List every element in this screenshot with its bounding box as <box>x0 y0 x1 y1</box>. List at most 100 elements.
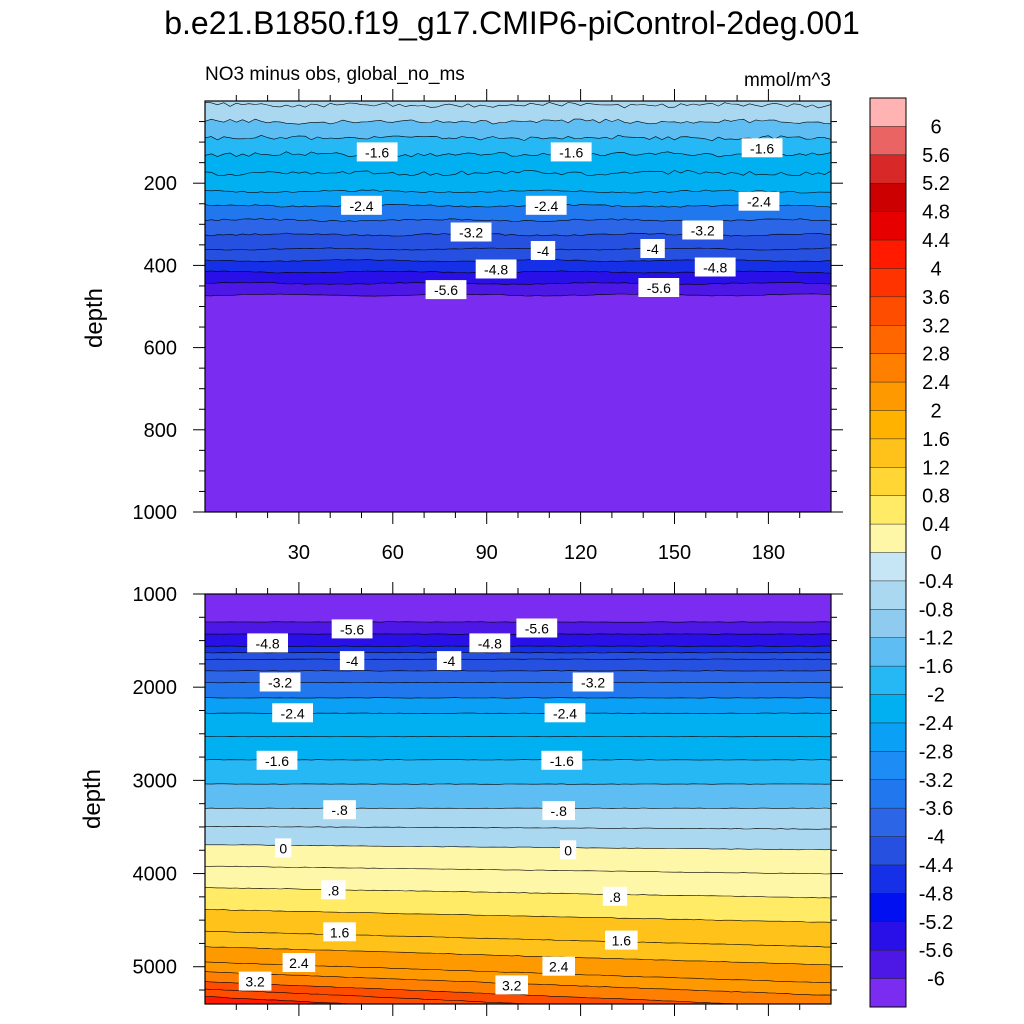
contour-line <box>205 102 831 109</box>
contour-band <box>205 247 831 262</box>
colorbar-tick-label: 3.2 <box>922 315 950 337</box>
contour-label-background <box>436 651 462 671</box>
contour-label: 0 <box>560 840 577 860</box>
contour-label-background <box>525 195 567 215</box>
contour-label-text: .8 <box>327 882 339 898</box>
contour-label-text: -.8 <box>331 802 348 818</box>
contour-label-text: -4.8 <box>703 260 727 276</box>
contour-band <box>205 102 831 125</box>
contour-label: -1.6 <box>256 750 298 770</box>
y-tick-label: 400 <box>144 255 177 277</box>
colorbar-box <box>870 211 906 241</box>
contour-band <box>205 189 831 208</box>
contour-label: 2.4 <box>282 953 316 972</box>
chart-subtitle-left: NO3 minus obs, global_no_ms <box>205 64 465 85</box>
contour-band <box>205 713 831 737</box>
colorbar-box <box>870 495 906 525</box>
contour-label: 0 <box>275 838 292 858</box>
contour-label: -5.6 <box>331 619 373 639</box>
colorbar-tick-label: -2.4 <box>919 713 953 735</box>
contour-label-text: -4.8 <box>478 635 502 651</box>
contour-label-background <box>741 138 783 158</box>
contour-band <box>205 826 831 850</box>
colorbar-box <box>870 779 906 809</box>
colorbar-tick-label: 4.4 <box>922 230 950 252</box>
contour-line <box>205 783 831 785</box>
contour-band <box>205 259 831 274</box>
colorbar-box <box>870 154 906 184</box>
contour-label: -3.2 <box>450 222 492 242</box>
contour-line <box>205 281 831 286</box>
y-tick-label: 1000 <box>133 502 178 524</box>
contour-label: -1.6 <box>356 142 398 162</box>
contour-band <box>205 594 831 623</box>
colorbar-tick-label: 4.8 <box>922 202 950 224</box>
contour-line <box>205 670 831 672</box>
contour-band <box>205 645 831 653</box>
contour-label-background <box>682 220 724 240</box>
contour-band <box>205 808 831 830</box>
lower-panel-contour-labels: -5.6 -5.6-4.8 -4.8-4 -4-3.2 -3.2-2.4 -2.4-1.6… <box>238 618 638 995</box>
contour-band <box>205 682 831 699</box>
contour-label: -3.2 <box>259 672 301 692</box>
contour-band <box>205 783 831 809</box>
contour-label-text: -4.8 <box>484 262 508 278</box>
x-tick-label: 120 <box>564 542 597 564</box>
contour-label: -.8 <box>323 800 356 820</box>
colorbar-box <box>870 836 906 866</box>
contour-band <box>205 981 745 1004</box>
contour-label: -4.8 <box>247 633 288 653</box>
contour-label-background <box>542 801 575 821</box>
contour-label: -2.4 <box>738 191 780 211</box>
contour-label: -4.8 <box>694 257 736 277</box>
contour-label-background <box>605 930 638 950</box>
contour-label-background <box>530 241 556 260</box>
contour-band <box>205 736 831 761</box>
contour-band <box>205 844 831 874</box>
contour-label: 2.4 <box>542 956 575 976</box>
contour-label: -2.4 <box>525 195 567 215</box>
contour-label: -5.6 <box>516 618 558 638</box>
colorbar-box <box>870 694 906 724</box>
contour-label-text: -3.2 <box>268 675 292 691</box>
contour-label: -3.2 <box>682 220 724 240</box>
contour-band <box>205 119 831 141</box>
contour-line <box>205 658 831 660</box>
contour-label-background <box>544 703 586 723</box>
colorbar-tick-label: -5.6 <box>919 940 953 962</box>
contour-label: .8 <box>321 880 346 900</box>
colorbar-tick-label: 6 <box>930 116 941 138</box>
chart-title: b.e21.B1850.f19_g17.CMIP6-piControl-2deg… <box>164 5 860 41</box>
colorbar-box <box>870 950 906 980</box>
contour-label-text: -1.6 <box>750 140 774 156</box>
contour-label: -3.2 <box>572 672 614 692</box>
lower-panel-ticks: 1000 2000 3000 4000 5000 <box>133 582 843 1016</box>
contour-band <box>205 293 831 512</box>
colorbar-box <box>870 296 906 326</box>
contour-line <box>205 826 831 830</box>
colorbar-box <box>870 268 906 298</box>
colorbar-tick-label: 5.6 <box>922 145 950 167</box>
x-tick-label: 150 <box>658 542 691 564</box>
contour-line <box>205 759 831 761</box>
contour-label-background <box>469 633 511 653</box>
contour-label-background <box>238 971 272 991</box>
contour-label: 3.2 <box>238 971 272 991</box>
colorbar-tick-label: 2.8 <box>922 344 950 366</box>
contour-label-background <box>356 142 398 162</box>
colorbar: 6 5.6 5.2 4.8 4.4 4 3.6 3.2 2.8 2.4 2 1.6 1.2 0.8 0.4 0… <box>869 97 953 1008</box>
colorbar-box <box>870 382 906 411</box>
contour-label: -1.6 <box>741 138 783 158</box>
colorbar-box <box>870 524 906 553</box>
contour-line <box>205 807 831 809</box>
upper-y-axis-label: depth <box>81 288 108 348</box>
colorbar-frame <box>869 97 907 1008</box>
upper-panel-contour-labels: -1.6 -1.6 -1.6 -2.4 -2.4 -2.4 -3.2 -3.2 -4 -4 -4.8… <box>341 138 783 300</box>
contour-line <box>205 645 831 647</box>
contour-label-text: -.8 <box>551 803 568 819</box>
contour-line <box>205 887 831 899</box>
contour-label-background <box>638 278 680 297</box>
contour-label-background <box>259 672 301 692</box>
